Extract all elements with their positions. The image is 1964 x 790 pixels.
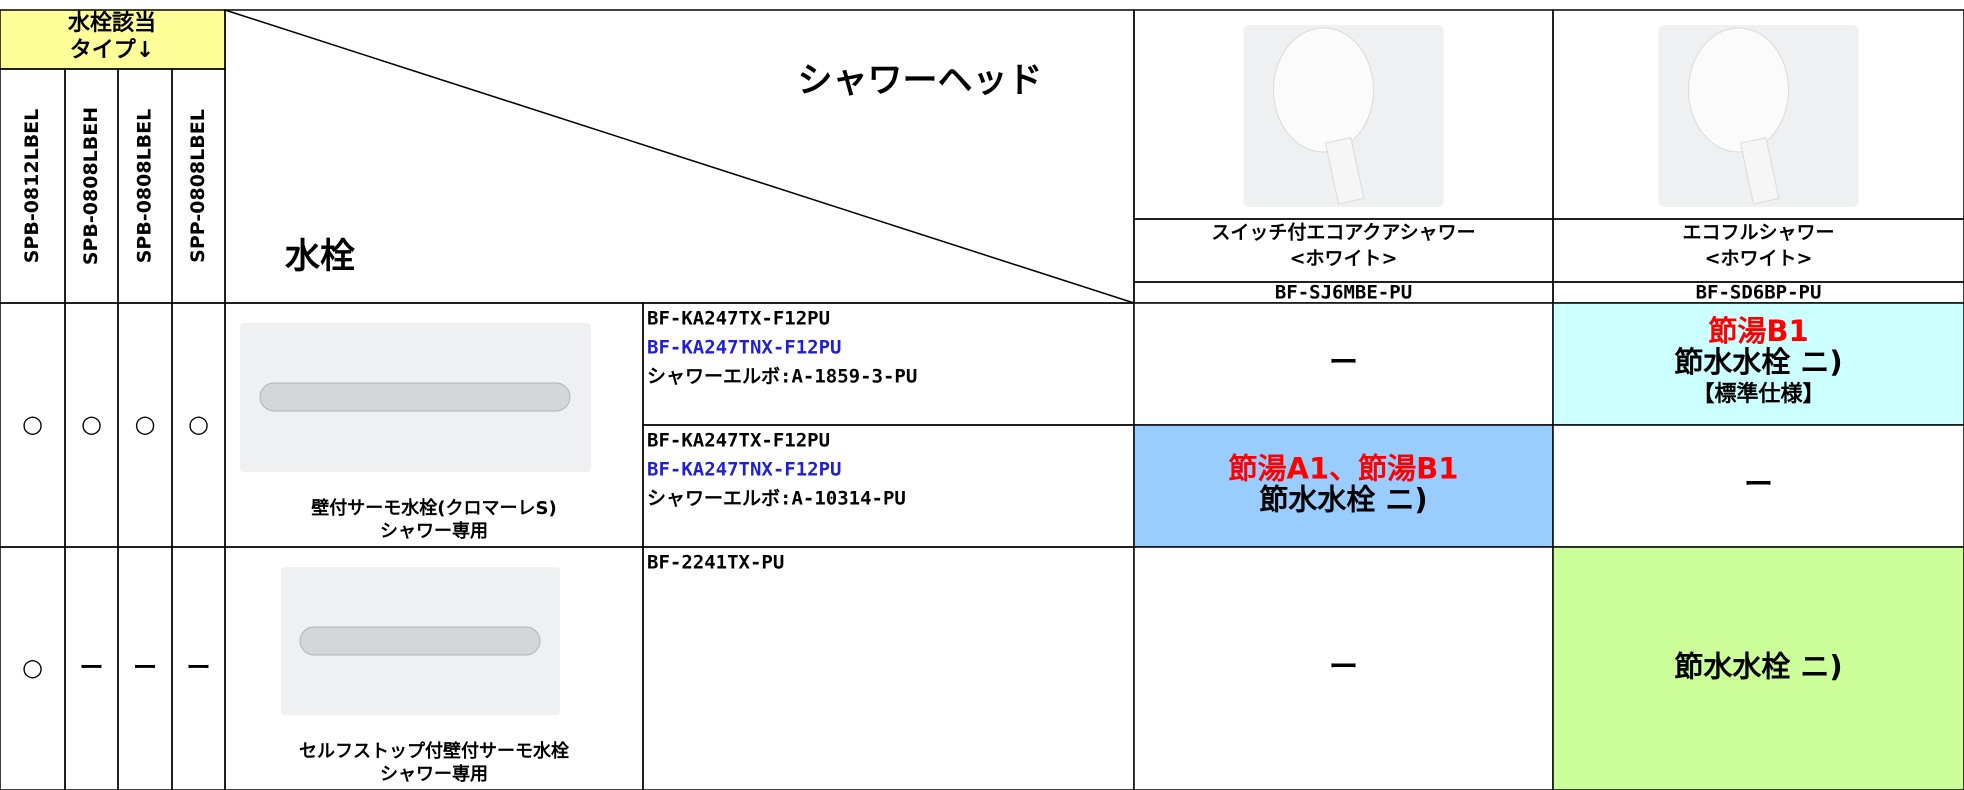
faucet-label: 水栓 (284, 237, 355, 277)
type-mark: ○ (135, 410, 156, 438)
result-text: 節水水栓 ニ) (1674, 650, 1842, 684)
type-mark: ○ (188, 410, 209, 438)
faucet-name: シャワー専用 (380, 520, 488, 542)
type-label: 水栓該当 (67, 11, 156, 36)
result-text: ー (1329, 345, 1358, 379)
result-cell (1133, 424, 1554, 548)
shower-handle-shape (1739, 137, 1780, 205)
model-number: BF-2241TX-PU (647, 552, 784, 574)
faucet-name: セルフストップ付壁付サーモ水栓 (299, 740, 570, 762)
result-text: 節水水栓 ニ) (1674, 345, 1842, 379)
type-mark: ○ (22, 410, 43, 438)
type-code: SPB-0812LBEL (21, 109, 43, 264)
shower-name: スイッチ付エコアクアシャワー (1211, 221, 1475, 244)
result-cell (1552, 424, 1964, 548)
shower-head-label: シャワーヘッド (797, 61, 1042, 101)
model-number: BF-KA247TX-F12PU (647, 430, 830, 452)
type-mark: ○ (22, 654, 43, 682)
type-code: SPB-0808LBEL (134, 109, 156, 264)
shower-name: <ホワイト> (1705, 248, 1813, 270)
shower-name: エコフルシャワー (1682, 222, 1834, 244)
model-number: シャワーエルボ:A-1859-3-PU (647, 366, 917, 388)
result-text: 節湯B1 (1708, 314, 1808, 348)
type-code: SPP-0808LBEL (187, 109, 209, 263)
faucet-body-shape (259, 382, 571, 412)
type-mark: ー (80, 654, 104, 682)
result-text: 【標準仕様】 (1692, 381, 1824, 407)
type-mark: ー (133, 654, 157, 682)
model-number: BF-KA247TX-F12PU (647, 308, 830, 330)
model-number: シャワーエルボ:A-10314-PU (647, 488, 906, 510)
faucet-name: 壁付サーモ水栓(クロマーレS) (311, 497, 556, 519)
shower-name: <ホワイト> (1290, 248, 1398, 270)
result-cell (1133, 302, 1554, 426)
model-number: BF-KA247TNX-F12PU (647, 337, 841, 359)
model-number: BF-KA247TNX-F12PU (647, 459, 841, 481)
shower-model: BF-SJ6MBE-PU (1275, 282, 1412, 304)
type-mark: ー (187, 654, 211, 682)
faucet-body-shape (299, 626, 541, 656)
shower-handle-shape (1324, 137, 1365, 205)
result-text: 節湯A1、節湯B1 (1229, 452, 1459, 486)
shower-head-shape (1273, 27, 1374, 153)
type-header (0, 9, 226, 70)
type-label: タイプ↓ (70, 38, 154, 63)
type-code: SPB-0808LBEH (80, 107, 102, 265)
result-text: 節水水栓 ニ) (1259, 483, 1427, 517)
faucet-name: シャワー専用 (380, 763, 488, 785)
type-mark: ○ (81, 410, 102, 438)
shower-model: BF-SD6BP-PU (1696, 282, 1822, 304)
result-text: ー (1329, 650, 1358, 684)
shower-head-shape (1688, 27, 1789, 153)
model-cell (642, 546, 1135, 790)
result-text: ー (1744, 467, 1773, 501)
diagonal-line (224, 9, 1135, 304)
result-cell (1133, 546, 1554, 790)
result-cell (1552, 302, 1964, 426)
result-cell (1552, 546, 1964, 790)
